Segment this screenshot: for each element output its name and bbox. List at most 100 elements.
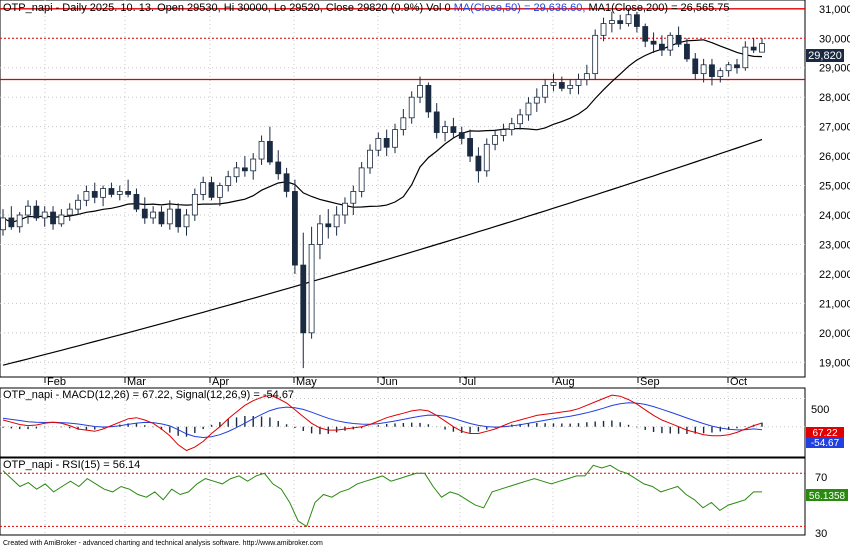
price-badge: 29,820 <box>806 49 844 62</box>
price-y-axis: 19,000 20,000 21,000 22,000 23,000 24,000 25,0… <box>819 4 850 369</box>
candle-body <box>41 211 48 219</box>
candle-body <box>141 208 148 219</box>
candle-body <box>108 188 115 195</box>
candle-body <box>717 70 724 77</box>
rsi-badge-text: 56.1358 <box>809 491 846 502</box>
candle-body <box>75 199 81 210</box>
candle-body <box>325 223 332 228</box>
month-label: Sep <box>640 376 660 388</box>
candle-body <box>550 82 557 86</box>
candle-body <box>467 138 473 157</box>
candle-body <box>66 208 73 216</box>
candle-body <box>400 117 407 130</box>
price-tick-label: 20,000 <box>819 328 850 340</box>
candle-body <box>8 217 15 228</box>
month-label: Feb <box>47 376 66 388</box>
price-tick-label: 21,000 <box>819 298 850 310</box>
price-tick-label: 29,000 <box>819 63 850 75</box>
candle-body <box>642 26 649 42</box>
candle-body <box>425 85 432 113</box>
rsi-tick-70: 70 <box>815 472 827 484</box>
candle-body <box>225 176 232 186</box>
candle-body <box>750 46 757 51</box>
candle-body <box>25 205 31 216</box>
candle-body <box>734 64 740 69</box>
candle-body <box>166 208 173 225</box>
candle-body <box>200 182 207 195</box>
month-label: Mar <box>127 376 146 388</box>
x-axis: Feb Mar Apr May Jun Jul Aug Sep Oct <box>44 376 747 388</box>
candle-body <box>692 58 699 75</box>
price-tick-label: 30,000 <box>819 33 850 45</box>
price-tick-label: 31,000 <box>819 4 850 16</box>
macd-lines <box>2 394 763 452</box>
price-tick-label: 27,000 <box>819 122 850 134</box>
macd-badges: 67.22 -54.67 <box>806 427 844 449</box>
candle-body <box>709 64 715 77</box>
candle-body <box>700 64 707 75</box>
candle-body <box>433 111 440 133</box>
candle-body <box>258 140 265 160</box>
candle-body <box>392 129 398 148</box>
candle-body <box>483 143 490 172</box>
candle-body <box>575 79 582 86</box>
month-label: Apr <box>212 376 229 388</box>
month-label: May <box>296 376 317 388</box>
ma50-line <box>2 39 763 224</box>
candle-body <box>0 217 6 231</box>
price-levels <box>0 8 805 81</box>
header-symbol: OTP_napi <box>3 2 53 14</box>
candle-body <box>33 205 40 219</box>
candle-body <box>500 129 507 136</box>
month-label: Jul <box>462 376 476 388</box>
candle-body <box>592 34 599 75</box>
candle-body <box>533 96 540 104</box>
candle-body <box>675 34 682 45</box>
macd-badge-text: 67.22 <box>812 428 837 439</box>
candle-body <box>50 211 56 225</box>
candle-body <box>508 123 515 130</box>
candle-body <box>633 14 640 27</box>
rsi-panel: 70 30 56.1358 OTP_napi - RSI(15) = 56.14 <box>0 457 848 540</box>
candle-body <box>367 149 373 169</box>
candle-body <box>308 244 315 334</box>
rsi-line <box>2 464 762 528</box>
price-tick-label: 24,000 <box>819 210 850 222</box>
candle-body <box>175 208 182 228</box>
signal-badge-box <box>806 437 844 448</box>
signal-badge-text: -54.67 <box>811 438 840 449</box>
candle-body <box>417 85 423 98</box>
candle-body <box>450 126 457 133</box>
candle-body <box>333 214 340 228</box>
candle-body <box>275 161 282 175</box>
candle-body <box>83 191 90 201</box>
rsi-line-path <box>2 464 762 528</box>
candle-body <box>317 223 323 245</box>
candle-body <box>91 191 98 198</box>
macd-line <box>2 394 763 452</box>
candle-body <box>517 114 524 125</box>
macd-histogram <box>2 415 763 437</box>
month-label: Aug <box>555 376 575 388</box>
candle-body <box>158 211 165 225</box>
candle-body <box>558 82 565 89</box>
candle-body <box>191 193 198 216</box>
candle-body <box>650 40 657 45</box>
candle-body <box>458 132 465 139</box>
price-candles <box>0 8 765 369</box>
candle-body <box>292 191 298 266</box>
candle-body <box>250 158 257 172</box>
month-label: Oct <box>730 376 747 388</box>
candle-body <box>617 20 624 24</box>
candle-body <box>408 96 415 119</box>
price-panel: 19,000 20,000 21,000 22,000 23,000 24,000 25,0… <box>0 0 850 535</box>
candle-body <box>58 214 65 225</box>
candle-body <box>125 191 132 195</box>
macd-header: OTP_napi - MACD(12,26) = 67.22, Signal(1… <box>3 389 294 401</box>
candle-body <box>625 14 632 24</box>
header-ma200: MA1(Close,200) = 26,565.75 <box>589 2 730 14</box>
candle-body <box>233 167 240 178</box>
ma200-line <box>2 138 763 366</box>
candle-body <box>492 135 499 145</box>
